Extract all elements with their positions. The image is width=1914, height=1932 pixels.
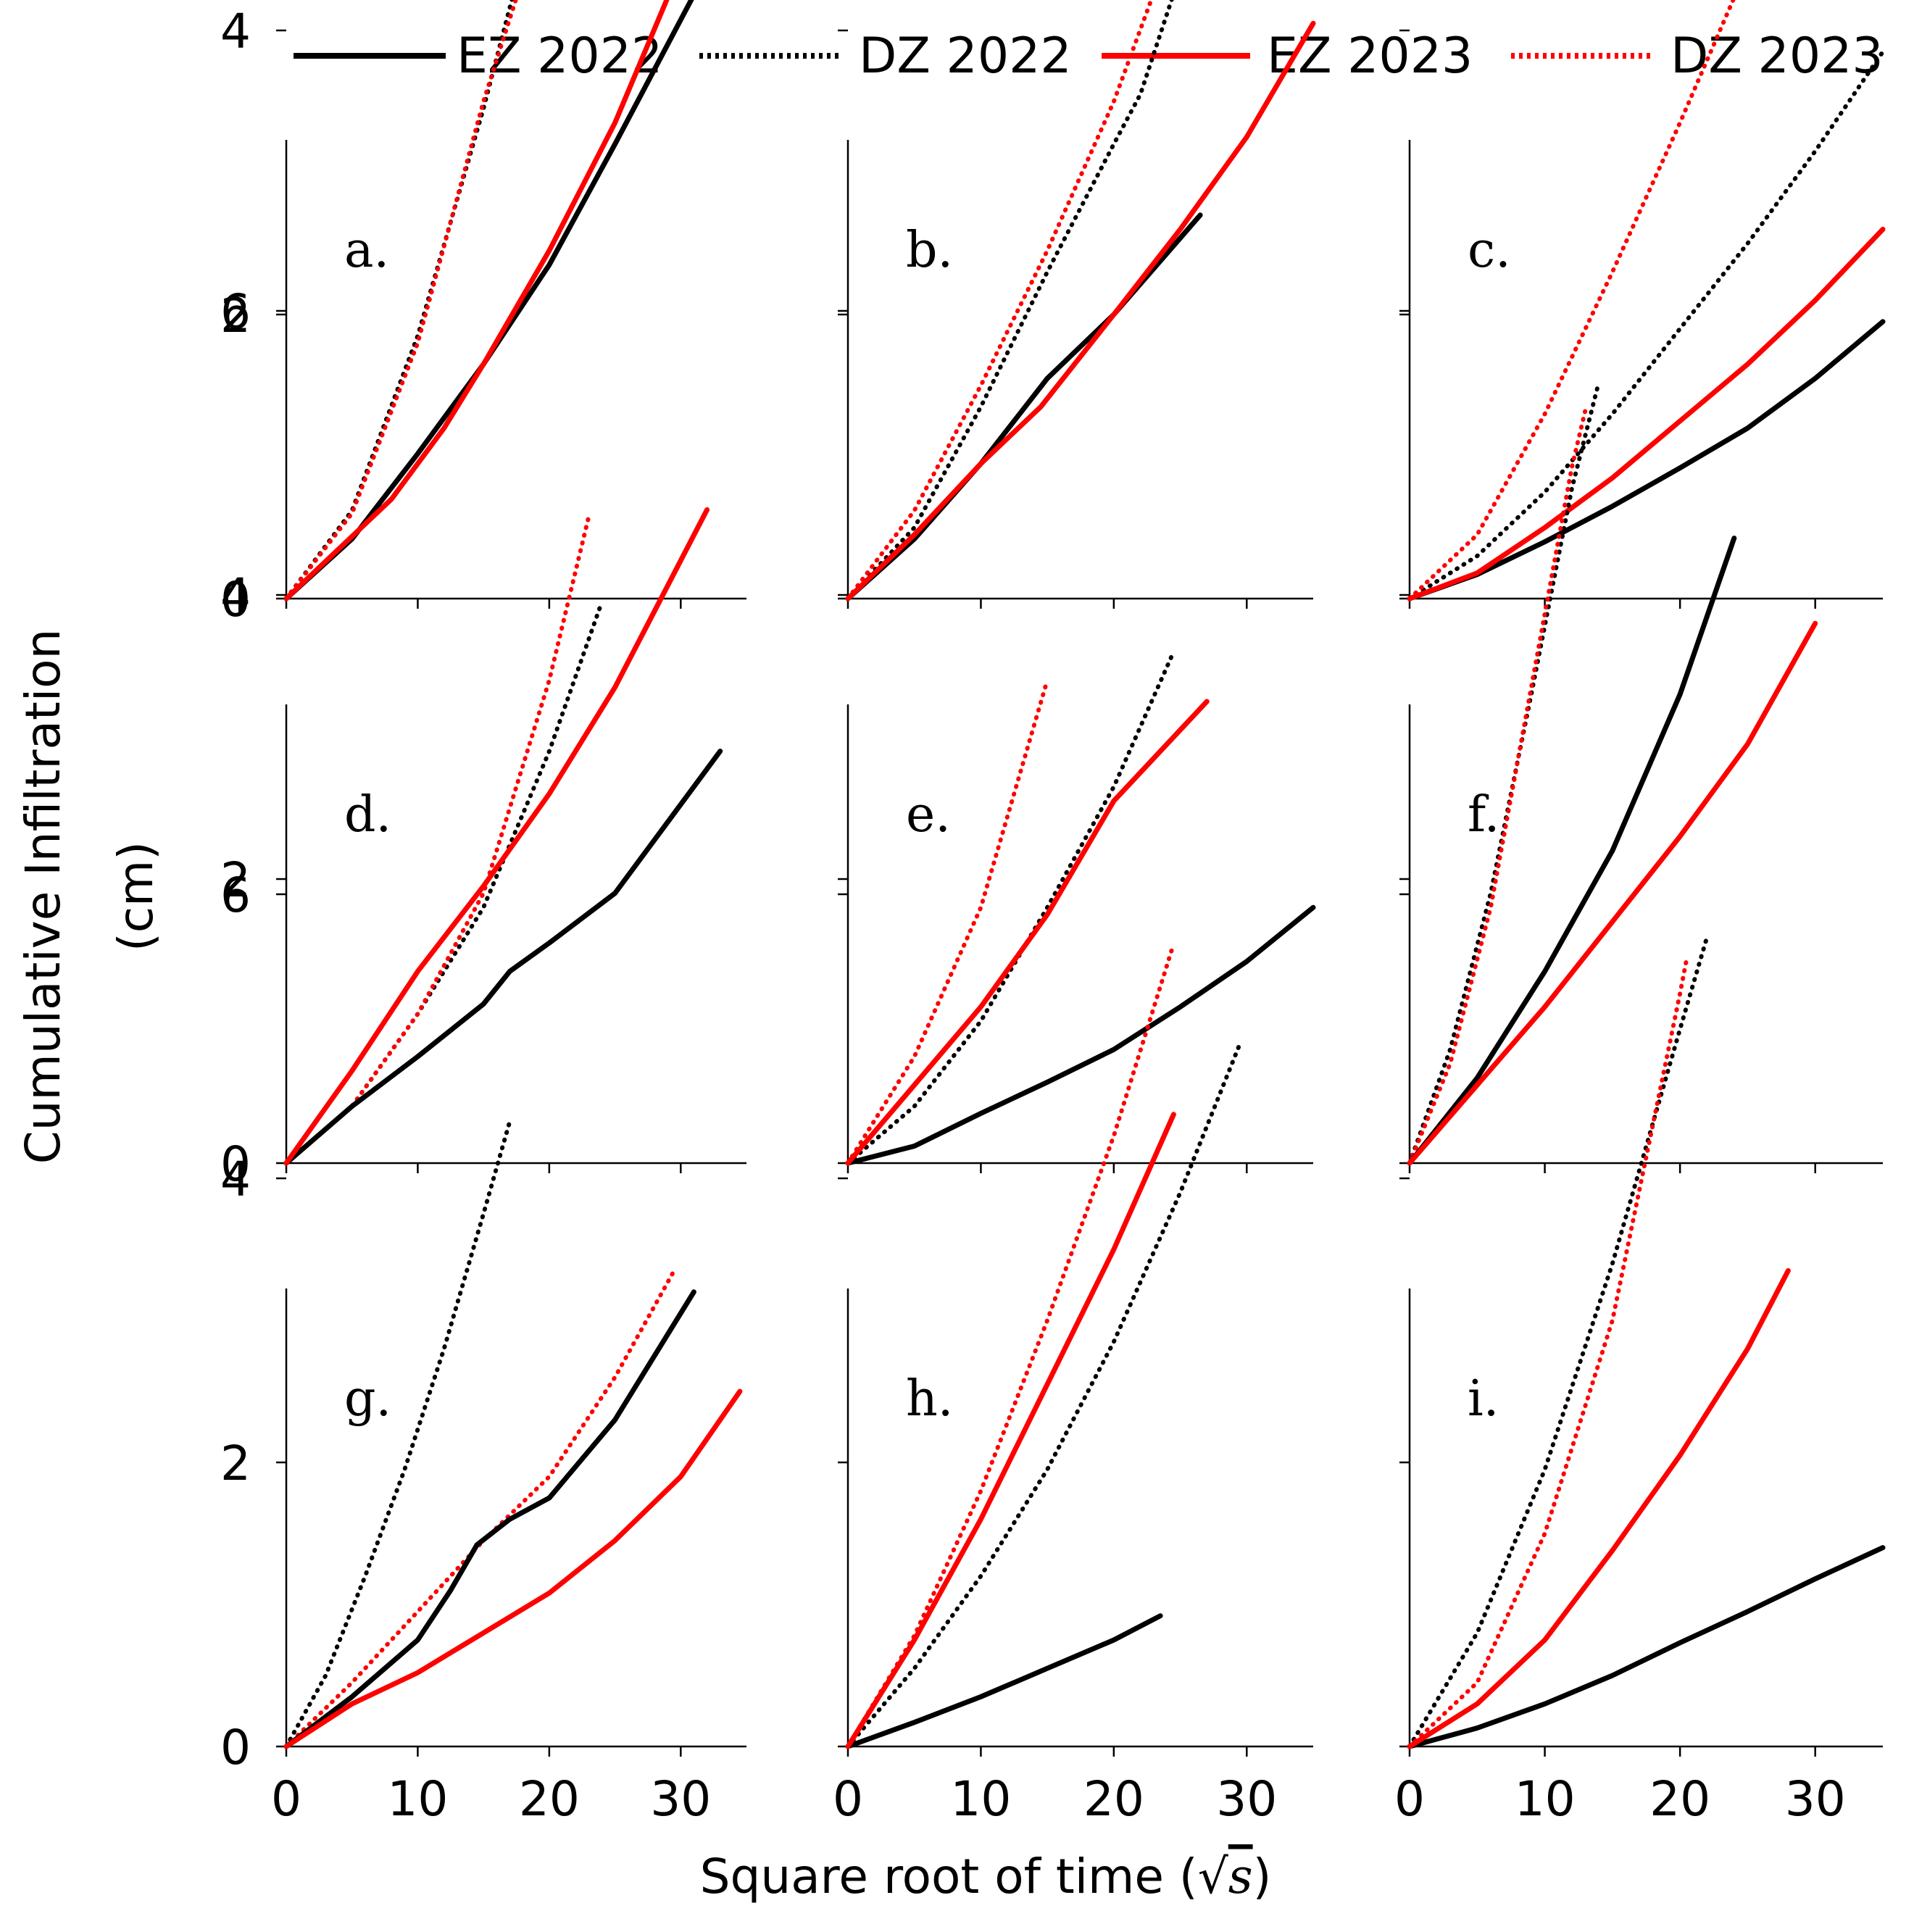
x-axis-label-text: Square root of time ( <box>700 1849 1198 1904</box>
panel-label: i. <box>1468 1370 1499 1428</box>
series-line-ez-2022 <box>845 1613 1163 1749</box>
x-tick-label: 20 <box>1649 1771 1710 1827</box>
series-line-ez-2023 <box>1407 1267 1791 1749</box>
x-tick-label: 10 <box>1515 1771 1576 1827</box>
y-tick-label: 2 <box>220 288 251 343</box>
series-line-dz-2022 <box>1407 934 1710 1749</box>
panel-label: h. <box>906 1370 953 1428</box>
legend-label: EZ 2023 <box>1267 28 1473 85</box>
x-tick-label: 20 <box>519 1771 580 1827</box>
panel-label: d. <box>344 786 391 844</box>
y-tick-label: 4 <box>220 4 251 59</box>
y-axis-label-line2: (cm) <box>108 841 164 952</box>
x-tick-label: 30 <box>1216 1771 1277 1827</box>
y-tick-label: 4 <box>220 568 251 624</box>
panel-grid: 0246a.b.c.0246d.e.f.02460102030g.0102030… <box>220 0 1886 1827</box>
panel-b: b. <box>838 0 1316 609</box>
y-tick-label: 2 <box>220 1436 251 1491</box>
y-tick-label: 0 <box>220 572 251 628</box>
panel-c: c. <box>1399 0 1886 609</box>
y-tick-label: 6 <box>220 284 251 340</box>
x-tick-label: 10 <box>387 1771 448 1827</box>
series-line-ez-2022 <box>283 1289 696 1749</box>
series-line-ez-2022 <box>1407 536 1737 1166</box>
y-tick-label: 0 <box>220 1136 251 1192</box>
panel-f: f. <box>1399 309 1883 1173</box>
series-line-dz-2022 <box>846 0 1174 601</box>
x-tick-label: 20 <box>1083 1771 1144 1827</box>
series-line-ez-2023 <box>845 20 1316 601</box>
series-line-dz-2023 <box>846 941 1176 1749</box>
panel-label: e. <box>906 786 951 844</box>
series-line-dz-2022 <box>1407 380 1602 1165</box>
legend-label: DZ 2023 <box>1670 28 1884 85</box>
series-line-ez-2023 <box>1407 226 1886 601</box>
series-line-ez-2023 <box>283 507 710 1166</box>
x-tick-label: 0 <box>1394 1771 1425 1827</box>
panel-label: a. <box>344 222 389 279</box>
series-line-dz-2023 <box>284 1268 677 1749</box>
series-line-dz-2023 <box>1407 408 1588 1165</box>
y-tick-label: 4 <box>220 1152 251 1207</box>
series-line-dz-2023 <box>846 678 1050 1165</box>
y-tick-label: 0 <box>220 1720 251 1775</box>
series-line-ez-2023 <box>845 699 1210 1166</box>
y-tick-label: 6 <box>220 867 251 923</box>
y-axis-label-line1: Cumulative Infiltration <box>15 629 71 1165</box>
panel-g: 0 2 4 6 0 10 20 30 g. <box>220 867 746 1827</box>
series-line-ez-2023 <box>1407 620 1818 1166</box>
panel-i: 0 10 20 30 i. <box>1394 893 1886 1827</box>
x-axis-label-sqrt: √ <box>1198 1849 1229 1904</box>
x-axis-label-var: s <box>1228 1849 1253 1904</box>
x-axis-label: Square root of time (√s) <box>700 1849 1272 1904</box>
series-line-dz-2022 <box>1407 49 1885 601</box>
y-tick-label: 2 <box>220 852 251 908</box>
series-line-dz-2022 <box>284 0 515 601</box>
panel-label: g. <box>344 1370 391 1428</box>
series-line-dz-2022 <box>284 599 604 1165</box>
series-line-ez-2022 <box>283 0 694 601</box>
series-line-ez-2022 <box>1407 1545 1886 1749</box>
series-line-ez-2023 <box>845 1112 1176 1749</box>
panel-a: 0 2 4 6 a. <box>220 0 746 628</box>
series-line-ez-2023 <box>283 1388 743 1749</box>
series-line-dz-2023 <box>284 0 518 601</box>
x-tick-label: 10 <box>950 1771 1011 1827</box>
series-line-ez-2023 <box>283 0 670 601</box>
panel-label: c. <box>1468 222 1511 279</box>
panel-h: 0 10 20 30 h. <box>833 893 1313 1827</box>
x-tick-label: 30 <box>650 1771 711 1827</box>
x-tick-label: 0 <box>833 1771 863 1827</box>
legend: EZ 2022 DZ 2022 EZ 2023 DZ 2023 <box>294 28 1884 85</box>
series-line-dz-2022 <box>846 1041 1243 1749</box>
legend-label: DZ 2022 <box>859 28 1072 85</box>
series-line-dz-2023 <box>846 0 1154 601</box>
x-tick-label: 30 <box>1785 1771 1846 1827</box>
x-axis-label-close: ) <box>1253 1849 1272 1904</box>
panel-label: b. <box>906 222 953 279</box>
series-line-dz-2023 <box>284 515 591 1165</box>
series-line-ez-2022 <box>1407 319 1886 601</box>
series-line-dz-2022 <box>846 649 1176 1165</box>
series-line-ez-2022 <box>283 749 723 1166</box>
panel-e: e. <box>838 309 1316 1173</box>
series-line-dz-2022 <box>284 1119 512 1749</box>
series-line-dz-2023 <box>1407 0 1736 601</box>
x-tick-label: 0 <box>271 1771 301 1827</box>
series-line-ez-2022 <box>845 904 1316 1166</box>
legend-label: EZ 2022 <box>457 28 662 85</box>
panel-label: f. <box>1468 786 1499 844</box>
series-line-dz-2023 <box>1407 956 1689 1749</box>
panel-d: 0 2 4 6 d. <box>220 284 746 1192</box>
